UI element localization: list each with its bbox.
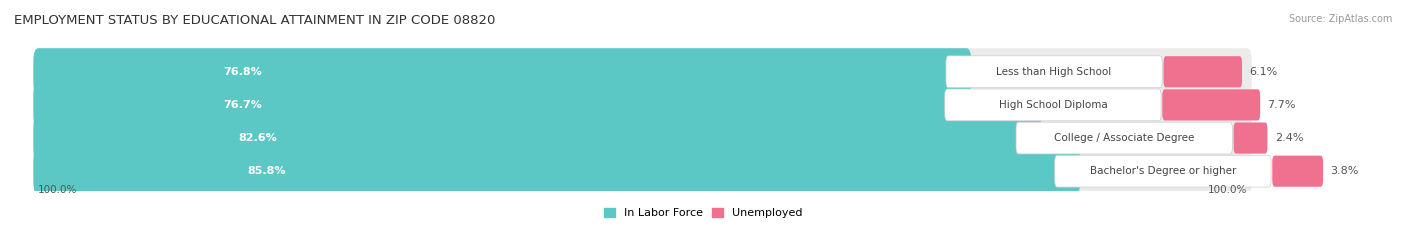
Text: Less than High School: Less than High School bbox=[997, 67, 1112, 77]
Text: 82.6%: 82.6% bbox=[239, 133, 277, 143]
Text: Source: ZipAtlas.com: Source: ZipAtlas.com bbox=[1288, 14, 1392, 24]
FancyBboxPatch shape bbox=[34, 148, 1251, 195]
Text: EMPLOYMENT STATUS BY EDUCATIONAL ATTAINMENT IN ZIP CODE 08820: EMPLOYMENT STATUS BY EDUCATIONAL ATTAINM… bbox=[14, 14, 495, 27]
FancyBboxPatch shape bbox=[945, 89, 1161, 121]
Text: 100.0%: 100.0% bbox=[1208, 185, 1247, 195]
FancyBboxPatch shape bbox=[34, 148, 1080, 195]
FancyBboxPatch shape bbox=[34, 114, 1042, 161]
Text: 76.7%: 76.7% bbox=[222, 100, 262, 110]
FancyBboxPatch shape bbox=[1163, 89, 1260, 120]
FancyBboxPatch shape bbox=[1054, 155, 1271, 187]
Legend: In Labor Force, Unemployed: In Labor Force, Unemployed bbox=[603, 208, 803, 218]
Text: 2.4%: 2.4% bbox=[1275, 133, 1303, 143]
Text: College / Associate Degree: College / Associate Degree bbox=[1054, 133, 1195, 143]
Text: 6.1%: 6.1% bbox=[1250, 67, 1278, 77]
Text: 85.8%: 85.8% bbox=[247, 166, 285, 176]
FancyBboxPatch shape bbox=[34, 81, 1251, 128]
Text: 7.7%: 7.7% bbox=[1267, 100, 1296, 110]
FancyBboxPatch shape bbox=[1272, 156, 1323, 187]
FancyBboxPatch shape bbox=[34, 114, 1251, 161]
Text: 3.8%: 3.8% bbox=[1330, 166, 1358, 176]
FancyBboxPatch shape bbox=[946, 56, 1163, 88]
FancyBboxPatch shape bbox=[34, 48, 972, 95]
FancyBboxPatch shape bbox=[1164, 56, 1241, 87]
Text: 100.0%: 100.0% bbox=[38, 185, 77, 195]
FancyBboxPatch shape bbox=[1233, 123, 1267, 154]
FancyBboxPatch shape bbox=[34, 81, 970, 128]
FancyBboxPatch shape bbox=[34, 48, 1251, 95]
FancyBboxPatch shape bbox=[1017, 122, 1233, 154]
Text: 76.8%: 76.8% bbox=[224, 67, 262, 77]
Text: Bachelor's Degree or higher: Bachelor's Degree or higher bbox=[1090, 166, 1236, 176]
Text: High School Diploma: High School Diploma bbox=[998, 100, 1108, 110]
